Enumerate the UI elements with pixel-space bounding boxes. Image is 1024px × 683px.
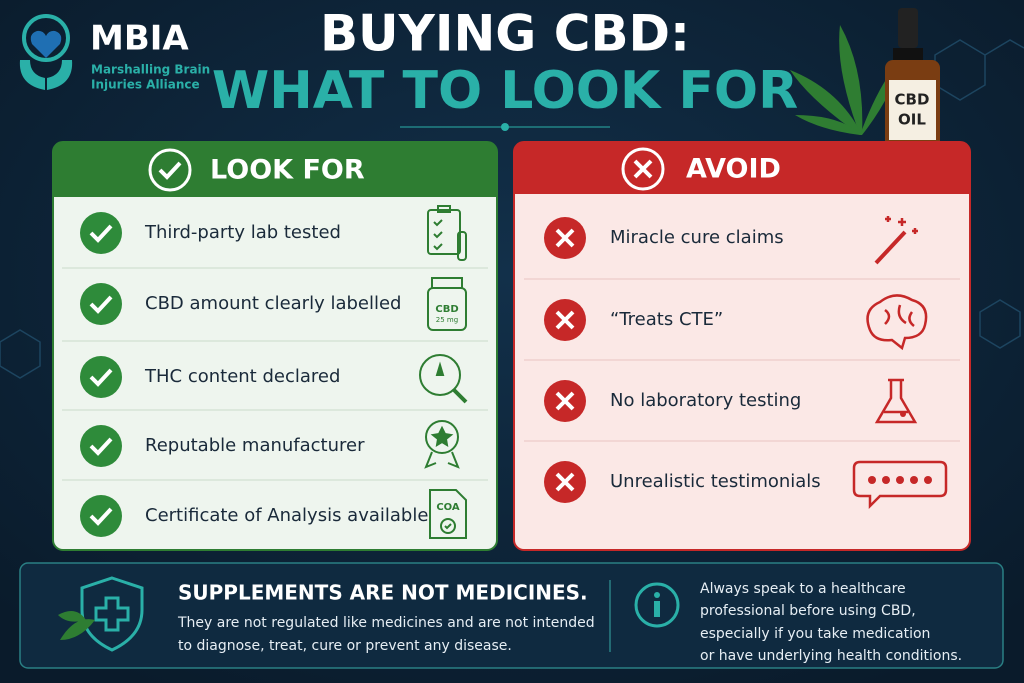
footer-advice: or have underlying health conditions. bbox=[700, 648, 962, 664]
check-mark bbox=[89, 295, 113, 314]
check-icon bbox=[80, 212, 122, 254]
icon-text: CBD bbox=[435, 304, 458, 315]
logo-subtitle: Injuries Alliance bbox=[91, 78, 200, 92]
look-for-panel: LOOK FOR bbox=[52, 141, 498, 551]
row-icons bbox=[419, 205, 468, 539]
check-mark bbox=[89, 224, 113, 243]
item-text: Certificate of Analysis available bbox=[145, 505, 428, 526]
item-text: CBD amount clearly labelled bbox=[145, 293, 401, 314]
avoid-panel: AVOID bbox=[513, 141, 971, 551]
stars bbox=[868, 411, 932, 484]
logo: MBIA Marshalling Brain Injuries Alliance bbox=[19, 14, 210, 92]
bottle: CBD OIL bbox=[885, 8, 940, 164]
panel-heading: LOOK FOR bbox=[210, 155, 365, 186]
row-icons bbox=[852, 216, 948, 510]
check-icon bbox=[80, 283, 122, 325]
icon-text: COA bbox=[436, 502, 460, 513]
cross-mark bbox=[555, 310, 575, 330]
item-text: Reputable manufacturer bbox=[145, 435, 365, 456]
footer-advice: professional before using CBD, bbox=[700, 603, 916, 619]
panel-heading: AVOID bbox=[686, 154, 781, 185]
bottle-label: OIL bbox=[898, 111, 926, 129]
footer-advice: especially if you take medication bbox=[700, 626, 930, 642]
item-text: No laboratory testing bbox=[610, 390, 801, 411]
footer-advice: Always speak to a healthcare bbox=[700, 581, 906, 597]
item-text: Miracle cure claims bbox=[610, 227, 784, 248]
footer-body: They are not regulated like medicines an… bbox=[177, 615, 595, 631]
check-icon bbox=[80, 425, 122, 467]
bottle-label: CBD bbox=[895, 91, 930, 109]
footer-box bbox=[19, 562, 1004, 669]
footer-body: to diagnose, treat, cure or prevent any … bbox=[178, 638, 512, 654]
check-mark bbox=[89, 437, 113, 456]
cross-mark bbox=[555, 228, 575, 248]
leaf bbox=[790, 25, 905, 135]
item-text: Unrealistic testimonials bbox=[610, 471, 821, 492]
check-mark bbox=[89, 507, 113, 526]
cross-mark bbox=[555, 472, 575, 492]
item-text: Third-party lab tested bbox=[144, 222, 341, 243]
check-icon bbox=[80, 495, 122, 537]
title-divider bbox=[400, 123, 610, 131]
cross-mark bbox=[555, 391, 575, 411]
logo-name: MBIA bbox=[90, 19, 189, 59]
item-text: “Treats CTE” bbox=[610, 309, 723, 330]
check-icon bbox=[80, 356, 122, 398]
title: WHAT TO LOOK FOR bbox=[212, 61, 798, 121]
footer-title: SUPPLEMENTS ARE NOT MEDICINES. bbox=[178, 581, 588, 605]
title: BUYING CBD: bbox=[320, 5, 690, 63]
logo-subtitle: Marshalling Brain bbox=[91, 63, 210, 77]
item-text: THC content declared bbox=[144, 366, 340, 387]
icon-text: 25 mg bbox=[436, 316, 458, 324]
check-mark bbox=[89, 368, 113, 387]
